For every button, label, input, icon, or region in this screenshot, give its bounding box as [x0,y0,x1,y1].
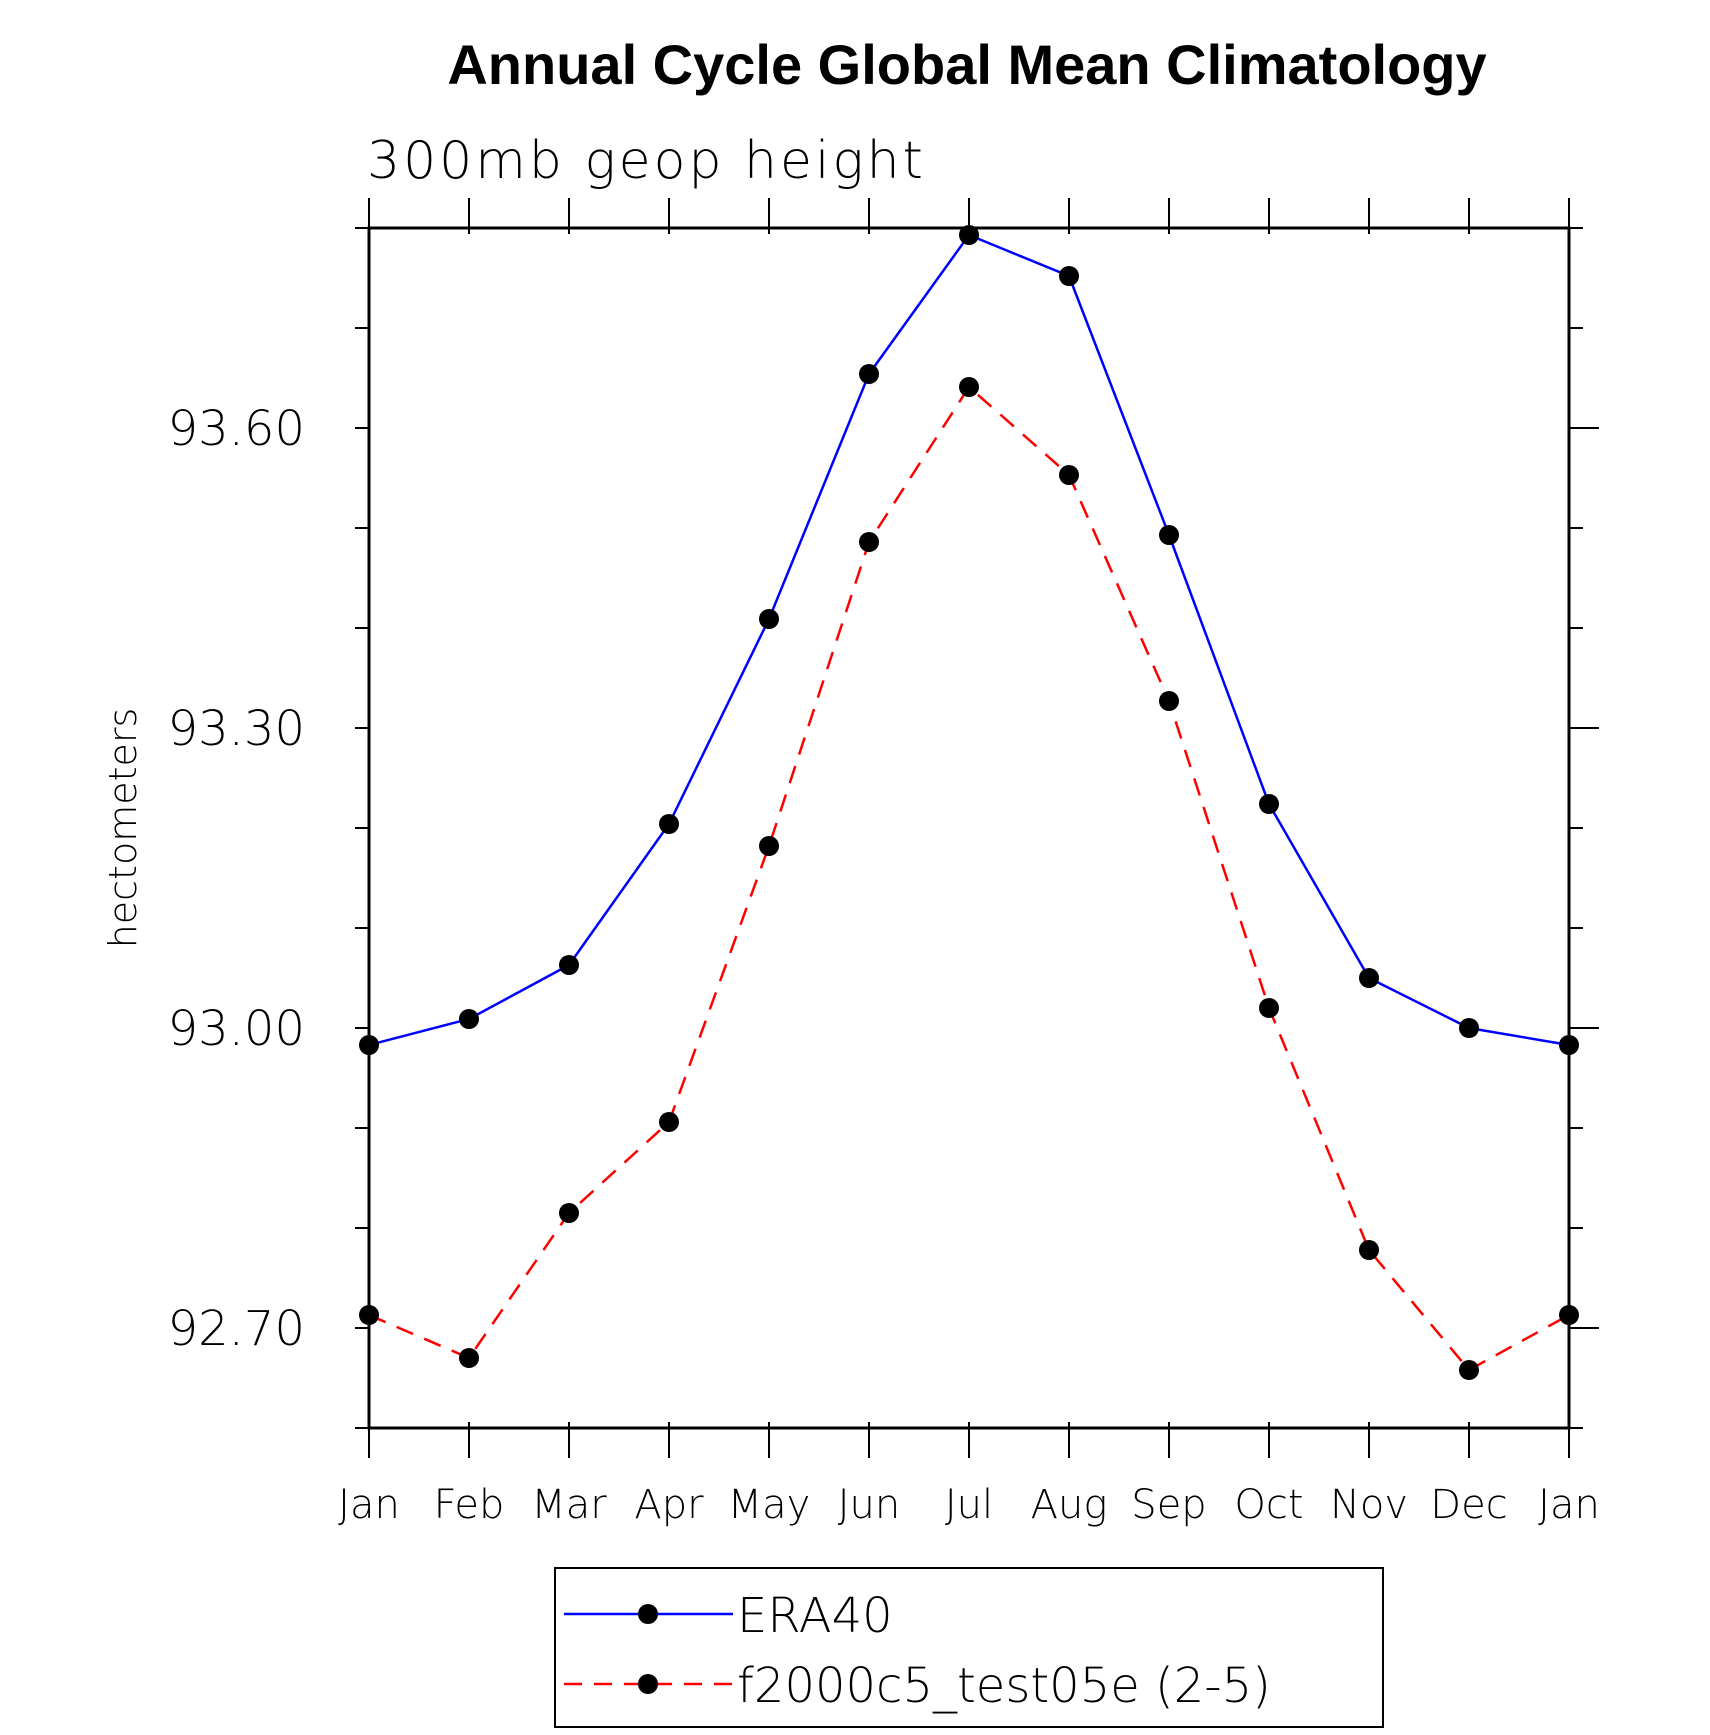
x-tick-label: Mar [531,1482,607,1528]
legend-swatch-marker-1 [638,1604,658,1624]
series-2-point [459,1348,479,1368]
series-1-point [859,364,879,384]
series-2-point [1559,1305,1579,1325]
series-line-1 [368,233,1570,1047]
series-2-point [1159,691,1179,711]
series-line-2 [368,385,1570,1372]
x-tick-label: Nov [1330,1482,1408,1528]
series-1-point [1059,266,1079,286]
x-tick-label: Apr [634,1482,704,1528]
series-layer [359,225,1579,1380]
y-tick-label: 93.60 [168,401,305,457]
series-2-point [1059,465,1079,485]
series-1-point [1559,1035,1579,1055]
series-2-point [1359,1240,1379,1260]
series-1-point [959,225,979,245]
series-1-point [759,609,779,629]
x-tick-label: Dec [1430,1482,1507,1528]
x-tick-label: Jan [1538,1482,1600,1528]
x-tick-label: May [728,1482,811,1528]
series-2-point [959,377,979,397]
series-2-point [759,836,779,856]
series-2-point [859,532,879,552]
series-1-point [1459,1018,1479,1038]
series-2-point [359,1305,379,1325]
chart-title: Annual Cycle Global Mean Climatology [447,33,1486,96]
plot-frame [367,226,1571,1430]
series-2-point [659,1112,679,1132]
series-1-point [459,1009,479,1029]
y-tick-label: 93.00 [168,1001,305,1057]
x-tick-label: Sep [1131,1482,1206,1528]
series-1-point [359,1035,379,1055]
x-tick-label: Aug [1031,1482,1108,1528]
series-1-point [659,814,679,834]
y-tick-label: 93.30 [168,701,305,757]
series-1-point [559,955,579,975]
x-tick-label: Oct [1234,1482,1303,1528]
legend: ERA40 f2000c5_test05e (2-5) [554,1567,1384,1728]
series-1-point [1159,525,1179,545]
series-2-point [1259,998,1279,1018]
legend-label-2: f2000c5_test05e (2-5) [737,1658,1271,1714]
y-tick-label: 92.70 [168,1301,305,1357]
x-tick-labels: Jan Feb Mar Apr May Jun Jul Aug Sep Oct Nov Dec Jan [338,1482,1600,1528]
x-tick-label: Jul [945,1482,993,1528]
x-tick-label: Jan [338,1482,400,1528]
chart-subtitle: 300mb geop height [367,131,926,191]
series-1-point [1259,794,1279,814]
y-tick-labels: 92.70 93.00 93.30 93.60 [168,401,305,1357]
x-tick-label: Jun [838,1482,901,1528]
series-2-point [559,1203,579,1223]
series-1-point [1359,968,1379,988]
x-tick-label: Feb [434,1482,505,1528]
y-axis-label: hectometers [101,708,145,949]
legend-box [554,1567,1384,1728]
legend-swatch-marker-2 [638,1674,658,1694]
series-2-point [1459,1360,1479,1380]
legend-label-1: ERA40 [737,1588,893,1644]
